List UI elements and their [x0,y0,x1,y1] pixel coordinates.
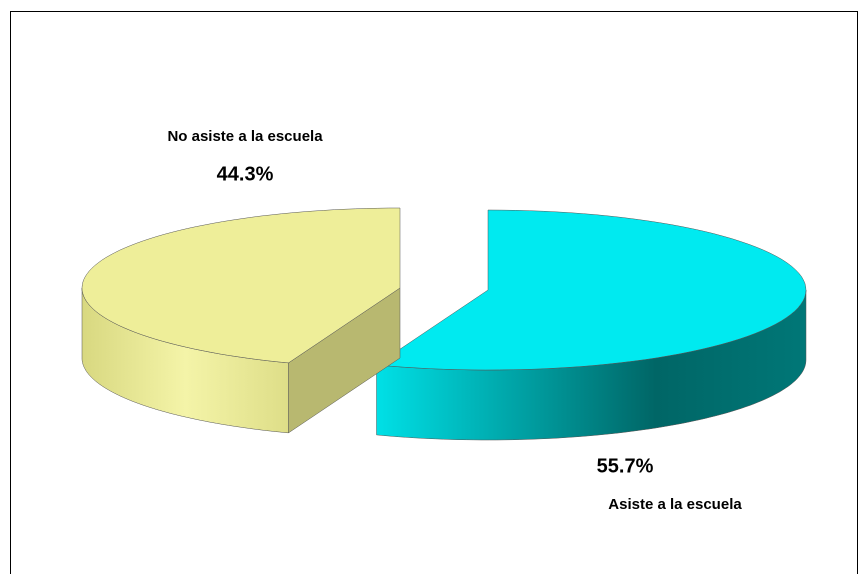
slice [375,209,807,371]
value-label: 44.3% [217,163,274,185]
slice-label: No asiste a la escuela [167,128,323,145]
pie [81,207,807,441]
frame [10,11,858,574]
slice [81,207,401,364]
slice-label: Asiste a la escuela [608,496,742,513]
value-label: 55.7% [597,455,654,477]
